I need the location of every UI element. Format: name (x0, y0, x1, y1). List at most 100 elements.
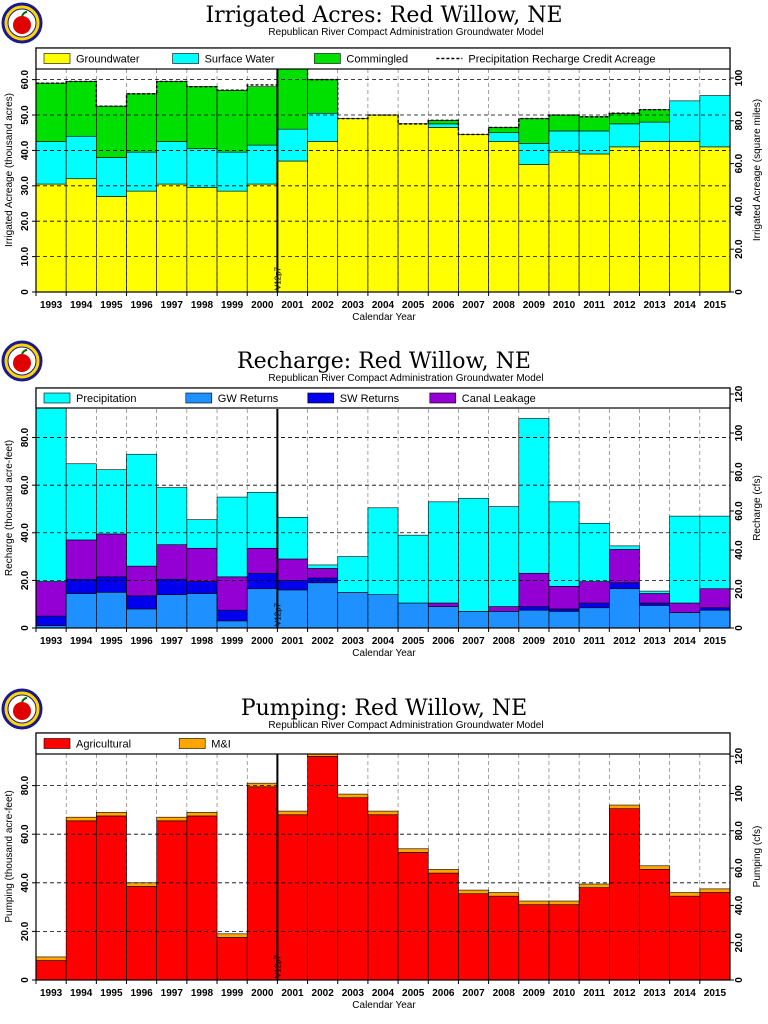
bar-gw-returns-1997 (156, 594, 188, 629)
bar-precipitation-2010 (548, 501, 580, 587)
bar-canal-leakage-2001 (277, 558, 308, 581)
x-tick-label-2008: 2008 (493, 988, 516, 999)
bar-agricultural-1998 (186, 815, 218, 981)
x-tick-label-1993: 1993 (40, 300, 63, 311)
x-tick-label-2000: 2000 (251, 988, 274, 999)
bar-canal-leakage-1993 (35, 581, 67, 617)
version-marker-label: V12p7 (273, 954, 282, 978)
irrigated-acres-chart: Irrigated Acres: Red Willow, NERepublica… (1, 2, 763, 323)
x-tick-label-1998: 1998 (191, 988, 214, 999)
x-tick-label-2013: 2013 (643, 300, 666, 311)
legend-label-gw-returns: GW Returns (218, 393, 279, 405)
bar-sw-returns-1998 (186, 581, 218, 594)
apple-logo-icon (13, 702, 31, 720)
bar-mandi-2013 (639, 865, 670, 870)
bar-gw-returns-2007 (458, 611, 489, 629)
bar-mandi-2000 (246, 782, 278, 788)
bar-precipitation-2008 (488, 506, 520, 607)
bar-groundwater-1994 (65, 178, 97, 293)
chart-title: Irrigated Acres: Red Willow, NE (205, 3, 562, 28)
y-tick-label: 60.0 (20, 824, 31, 844)
bar-agricultural-2008 (488, 895, 520, 981)
y-right-tick-label: 60.0 (734, 153, 745, 173)
x-tick-label-1995: 1995 (100, 988, 123, 999)
bar-mandi-2012 (609, 804, 640, 809)
x-tick-label-2014: 2014 (674, 300, 697, 311)
legend-label-precipitation-recharge-credit-acreage: Precipitation Recharge Credit Acreage (468, 54, 655, 66)
y-tick-label: 60.0 (20, 475, 31, 495)
bar-sw-returns-1994 (65, 578, 97, 594)
x-tick-label-1999: 1999 (221, 300, 244, 311)
y-tick-label: 20.0 (20, 570, 31, 590)
bar-canal-leakage-1995 (96, 533, 127, 578)
bar-gw-returns-1996 (126, 608, 157, 629)
x-tick-label-2014: 2014 (674, 636, 697, 647)
x-tick-label-2010: 2010 (553, 300, 576, 311)
chart-title: Recharge: Red Willow, NE (237, 349, 531, 374)
bar-mandi-1997 (156, 816, 188, 822)
x-tick-label-2011: 2011 (583, 988, 605, 999)
x-tick-label-2006: 2006 (432, 636, 455, 647)
x-tick-label-1997: 1997 (161, 636, 184, 647)
bar-gw-returns-2014 (669, 612, 701, 629)
y-right-tick-label: 100 (734, 785, 745, 802)
bar-commingled-1993 (35, 82, 67, 142)
bar-agricultural-2010 (548, 904, 580, 981)
y-right-tick-label: 80.0 (734, 462, 745, 482)
legend-swatch-surface-water (172, 53, 199, 64)
bar-agricultural-2003 (337, 797, 369, 981)
y-right-tick-label: 0 (734, 289, 745, 295)
y-axis-right-label: Pumping (cfs) (752, 826, 763, 888)
bar-precipitation-2011 (578, 522, 610, 582)
y-right-tick-label: 100 (734, 424, 745, 441)
bar-sw-returns-1997 (156, 578, 188, 595)
y-right-tick-label: 20.0 (734, 933, 745, 953)
y-tick-label: 0 (20, 977, 31, 983)
bar-surface-water-1997 (156, 141, 188, 185)
y-right-tick-label: 0 (734, 625, 745, 631)
bar-precipitation-2007 (458, 497, 489, 612)
bar-commingled-2010 (548, 114, 580, 132)
bar-canal-leakage-2009 (518, 572, 550, 607)
bar-groundwater-1997 (156, 183, 188, 293)
bar-mandi-2005 (397, 848, 429, 853)
x-tick-label-2003: 2003 (342, 988, 365, 999)
y-axis-right-label: Recharge (cfs) (752, 475, 763, 541)
bar-canal-leakage-2002 (307, 568, 339, 579)
bar-gw-returns-2015 (699, 609, 731, 629)
bar-precipitation-2015 (699, 515, 731, 590)
bar-agricultural-2014 (669, 895, 701, 981)
bar-canal-leakage-1994 (65, 539, 97, 580)
x-tick-label-1993: 1993 (40, 636, 63, 647)
bar-agricultural-2007 (458, 893, 489, 981)
bar-groundwater-2012 (609, 146, 640, 293)
x-tick-label-2015: 2015 (704, 300, 727, 311)
bar-canal-leakage-2013 (639, 593, 670, 604)
x-tick-label-2001: 2001 (281, 988, 304, 999)
y-tick-label: 40.0 (20, 873, 31, 893)
bar-groundwater-2014 (669, 141, 701, 293)
legend-box (35, 47, 731, 70)
x-tick-label-1993: 1993 (40, 988, 63, 999)
y-right-tick-label: 40.0 (734, 540, 745, 560)
y-right-tick-label: 120 (734, 385, 745, 402)
bar-mandi-1996 (126, 882, 157, 887)
x-tick-label-2007: 2007 (462, 636, 485, 647)
y-tick-label: 40.0 (20, 523, 31, 543)
x-tick-label-1994: 1994 (70, 636, 93, 647)
bar-commingled-1998 (186, 86, 218, 149)
bar-mandi-2001 (277, 810, 308, 816)
bar-precipitation-2012 (609, 545, 640, 550)
y-tick-label: 30.0 (20, 176, 31, 196)
bar-groundwater-2011 (578, 153, 610, 293)
x-tick-label-2002: 2002 (312, 988, 335, 999)
bar-sw-returns-2011 (578, 602, 610, 609)
bar-precipitation-1998 (186, 519, 218, 549)
x-tick-label-2011: 2011 (583, 636, 605, 647)
bar-precipitation-2005 (397, 534, 429, 604)
bar-sw-returns-2010 (548, 608, 580, 612)
y-axis-label: Recharge (thousand acre-feet) (4, 440, 15, 576)
legend-label-canal-leakage: Canal Leakage (462, 393, 536, 405)
